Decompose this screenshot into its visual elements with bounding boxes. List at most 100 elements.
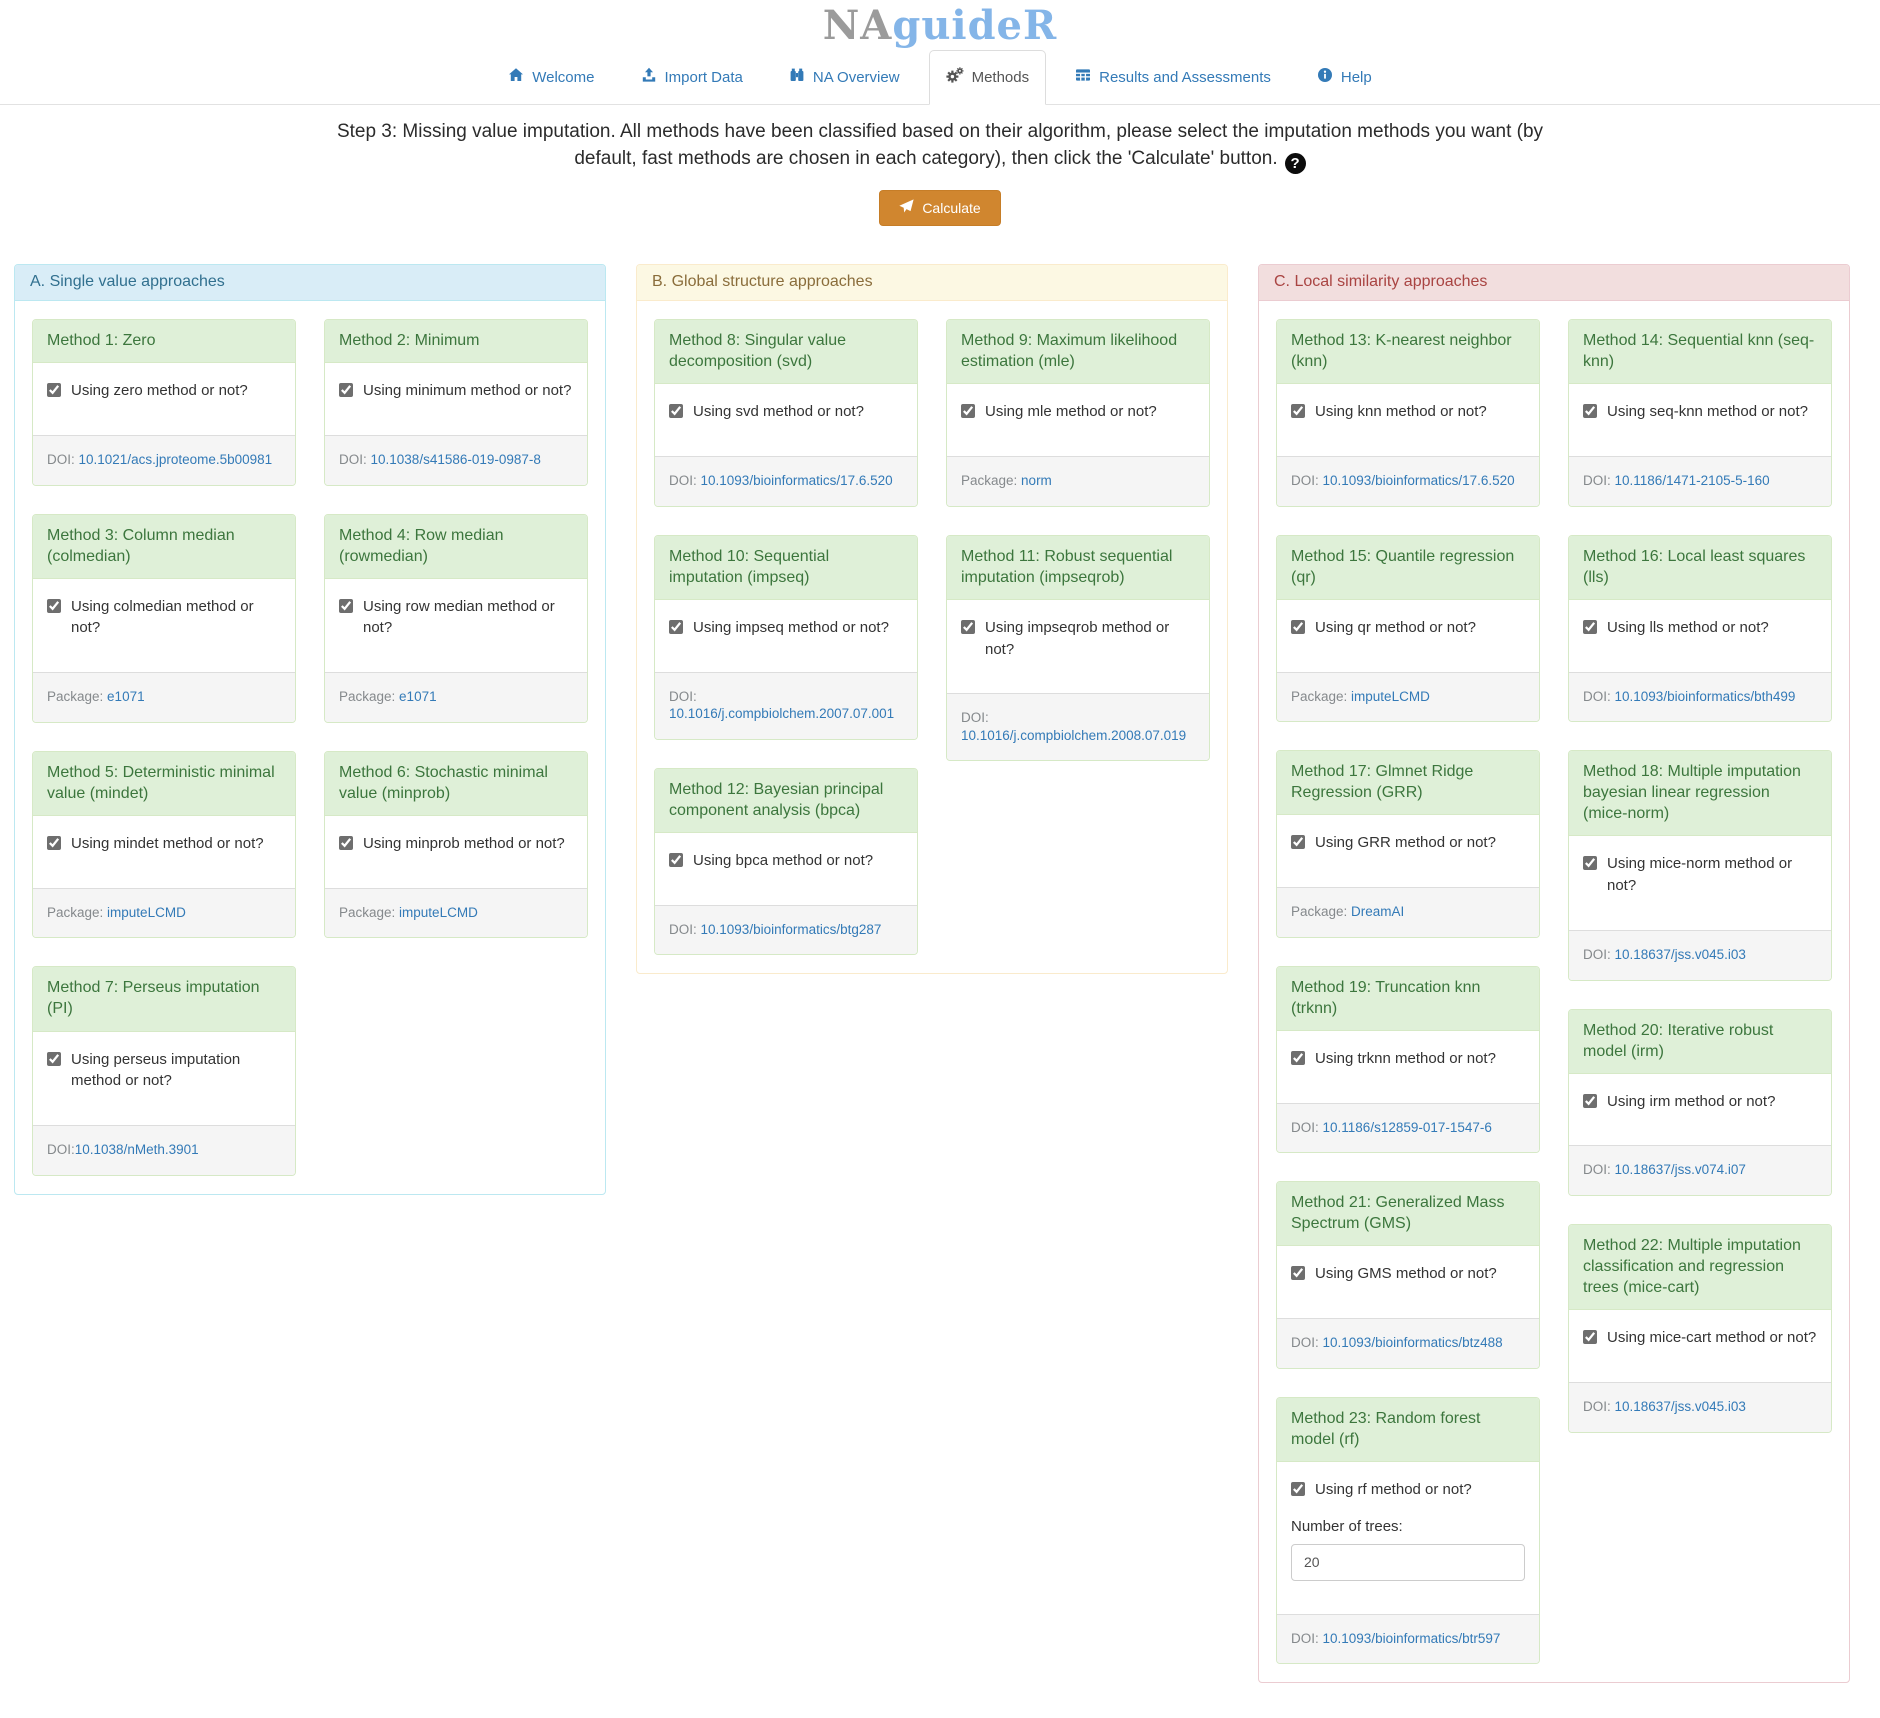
footer-link[interactable]: 10.1093/bioinformatics/bth499 bbox=[1614, 688, 1796, 704]
method-checkbox[interactable] bbox=[669, 619, 683, 634]
method-checkbox-row[interactable]: Using lls method or not? bbox=[1583, 617, 1817, 639]
method-checkbox[interactable] bbox=[669, 852, 683, 867]
method-footer: DOI: 10.1093/bioinformatics/17.6.520 bbox=[1277, 456, 1539, 506]
tab-na-overview[interactable]: NA Overview bbox=[772, 50, 917, 105]
footer-link[interactable]: 10.1093/bioinformatics/17.6.520 bbox=[700, 473, 893, 489]
method-footer: Package: DreamAI bbox=[1277, 887, 1539, 937]
method-checkbox[interactable] bbox=[1291, 1266, 1305, 1281]
tab-results-assessments[interactable]: Results and Assessments bbox=[1058, 50, 1288, 105]
method-checkbox-row[interactable]: Using bpca method or not? bbox=[669, 850, 903, 872]
tab-help[interactable]: Help bbox=[1300, 50, 1389, 105]
method-checkbox[interactable] bbox=[669, 404, 683, 419]
method-checkbox-row[interactable]: Using minimum method or not? bbox=[339, 380, 573, 402]
method-checkbox-row[interactable]: Using irm method or not? bbox=[1583, 1091, 1817, 1113]
number-of-trees-input[interactable] bbox=[1291, 1543, 1525, 1581]
footer-link[interactable]: imputeLCMD bbox=[1351, 688, 1430, 704]
footer-link[interactable]: 10.1093/bioinformatics/btg287 bbox=[700, 921, 882, 937]
method-card: Method 18: Multiple imputation bayesian … bbox=[1568, 750, 1832, 981]
method-checkbox[interactable] bbox=[961, 404, 975, 419]
footer-link[interactable]: 10.18637/jss.v045.i03 bbox=[1614, 1399, 1746, 1415]
method-checkbox-row[interactable]: Using rf method or not? bbox=[1291, 1479, 1525, 1501]
method-checkbox[interactable] bbox=[1583, 619, 1597, 634]
method-checkbox[interactable] bbox=[47, 598, 61, 613]
method-checkbox-row[interactable]: Using svd method or not? bbox=[669, 401, 903, 423]
footer-link[interactable]: 10.1093/bioinformatics/btr597 bbox=[1322, 1630, 1501, 1646]
footer-label: DOI: bbox=[961, 710, 993, 726]
method-title: Method 17: Glmnet Ridge Regression (GRR) bbox=[1277, 751, 1539, 816]
footer-label: Package: bbox=[339, 904, 400, 920]
method-card: Method 7: Perseus imputation (PI) Using p… bbox=[32, 966, 296, 1176]
method-checkbox[interactable] bbox=[47, 383, 61, 398]
method-checkbox[interactable] bbox=[339, 598, 353, 613]
method-checkbox-row[interactable]: Using impseqrob method or not? bbox=[961, 617, 1195, 661]
method-checkbox[interactable] bbox=[961, 619, 975, 634]
calculate-button[interactable]: Calculate bbox=[879, 190, 1001, 227]
footer-link[interactable]: 10.1186/1471-2105-5-160 bbox=[1614, 473, 1770, 489]
footer-link[interactable]: 10.1093/bioinformatics/btz488 bbox=[1322, 1335, 1503, 1351]
method-footer: DOI: 10.1093/bioinformatics/17.6.520 bbox=[655, 456, 917, 506]
method-checkbox-row[interactable]: Using GRR method or not? bbox=[1291, 832, 1525, 854]
footer-link[interactable]: 10.1016/j.compbiolchem.2007.07.001 bbox=[669, 706, 895, 722]
tab-methods[interactable]: Methods bbox=[928, 50, 1047, 105]
footer-link[interactable]: 10.1016/j.compbiolchem.2008.07.019 bbox=[961, 727, 1187, 743]
method-title: Method 6: Stochastic minimal value (minp… bbox=[325, 751, 587, 816]
method-checkbox-label: Using perseus imputation method or not? bbox=[71, 1050, 241, 1090]
method-checkbox-row[interactable]: Using mice-norm method or not? bbox=[1583, 853, 1817, 897]
method-checkbox[interactable] bbox=[1291, 619, 1305, 634]
method-checkbox-row[interactable]: Using qr method or not? bbox=[1291, 617, 1525, 639]
method-checkbox-row[interactable]: Using row median method or not? bbox=[339, 596, 573, 640]
footer-link[interactable]: imputeLCMD bbox=[399, 904, 478, 920]
method-checkbox[interactable] bbox=[1583, 856, 1597, 871]
method-checkbox[interactable] bbox=[1291, 1050, 1305, 1065]
method-checkbox-row[interactable]: Using colmedian method or not? bbox=[47, 596, 281, 640]
tab-import-data[interactable]: Import Data bbox=[624, 50, 760, 105]
footer-link[interactable]: 10.18637/jss.v074.i07 bbox=[1614, 1162, 1746, 1178]
footer-link[interactable]: 10.1186/s12859-017-1547-6 bbox=[1322, 1119, 1492, 1135]
method-checkbox[interactable] bbox=[1583, 404, 1597, 419]
method-checkbox-row[interactable]: Using impseq method or not? bbox=[669, 617, 903, 639]
footer-link[interactable]: 10.1021/acs.jproteome.5b00981 bbox=[78, 451, 273, 467]
method-checkbox-row[interactable]: Using GMS method or not? bbox=[1291, 1263, 1525, 1285]
panel-title: A. Single value approaches bbox=[15, 265, 605, 302]
method-checkbox-row[interactable]: Using seq-knn method or not? bbox=[1583, 401, 1817, 423]
method-checkbox[interactable] bbox=[1291, 1481, 1305, 1496]
method-checkbox[interactable] bbox=[339, 836, 353, 850]
method-checkbox-row[interactable]: Using knn method or not? bbox=[1291, 401, 1525, 423]
method-checkbox-row[interactable]: Using mle method or not? bbox=[961, 401, 1195, 423]
method-checkbox-row[interactable]: Using zero method or not? bbox=[47, 380, 281, 402]
footer-label: DOI: bbox=[339, 451, 371, 467]
method-checkbox-row[interactable]: Using perseus imputation method or not? bbox=[47, 1049, 281, 1093]
method-footer: DOI:10.1038/nMeth.3901 bbox=[33, 1125, 295, 1175]
footer-link[interactable]: 10.1093/bioinformatics/17.6.520 bbox=[1322, 473, 1515, 489]
footer-link[interactable]: 10.1038/nMeth.3901 bbox=[74, 1142, 199, 1158]
tab-welcome[interactable]: Welcome bbox=[491, 50, 611, 105]
footer-link[interactable]: e1071 bbox=[399, 689, 437, 705]
question-circle-icon[interactable]: ? bbox=[1284, 153, 1306, 175]
footer-link[interactable]: 10.18637/jss.v045.i03 bbox=[1614, 946, 1746, 962]
footer-link[interactable]: DreamAI bbox=[1351, 904, 1405, 920]
method-card: Method 15: Quantile regression (qr) Using… bbox=[1276, 534, 1540, 723]
tab-label: Methods bbox=[971, 68, 1030, 86]
footer-link[interactable]: imputeLCMD bbox=[107, 904, 186, 920]
method-checkbox-row[interactable]: Using minprob method or not? bbox=[339, 833, 573, 855]
method-checkbox[interactable] bbox=[1291, 835, 1305, 850]
method-title: Method 11: Robust sequential imputation … bbox=[947, 535, 1209, 600]
footer-label: DOI: bbox=[1291, 1119, 1323, 1135]
footer-link[interactable]: 10.1038/s41586-019-0987-8 bbox=[370, 451, 541, 467]
method-title: Method 4: Row median (rowmedian) bbox=[325, 514, 587, 579]
method-checkbox-row[interactable]: Using trknn method or not? bbox=[1291, 1048, 1525, 1070]
method-checkbox[interactable] bbox=[339, 383, 353, 398]
method-checkbox-row[interactable]: Using mice-cart method or not? bbox=[1583, 1327, 1817, 1349]
method-checkbox[interactable] bbox=[1291, 404, 1305, 419]
method-checkbox[interactable] bbox=[1583, 1093, 1597, 1108]
method-checkbox-label: Using impseq method or not? bbox=[693, 618, 889, 636]
method-checkbox-row[interactable]: Using mindet method or not? bbox=[47, 833, 281, 855]
method-checkbox-label: Using qr method or not? bbox=[1315, 618, 1476, 636]
footer-link[interactable]: norm bbox=[1021, 473, 1052, 489]
method-checkbox[interactable] bbox=[47, 836, 61, 850]
method-checkbox[interactable] bbox=[1583, 1330, 1597, 1345]
method-checkbox-label: Using mindet method or not? bbox=[71, 835, 264, 852]
method-checkbox[interactable] bbox=[47, 1051, 61, 1066]
method-checkbox-label: Using seq-knn method or not? bbox=[1607, 403, 1808, 421]
footer-link[interactable]: e1071 bbox=[107, 689, 145, 705]
